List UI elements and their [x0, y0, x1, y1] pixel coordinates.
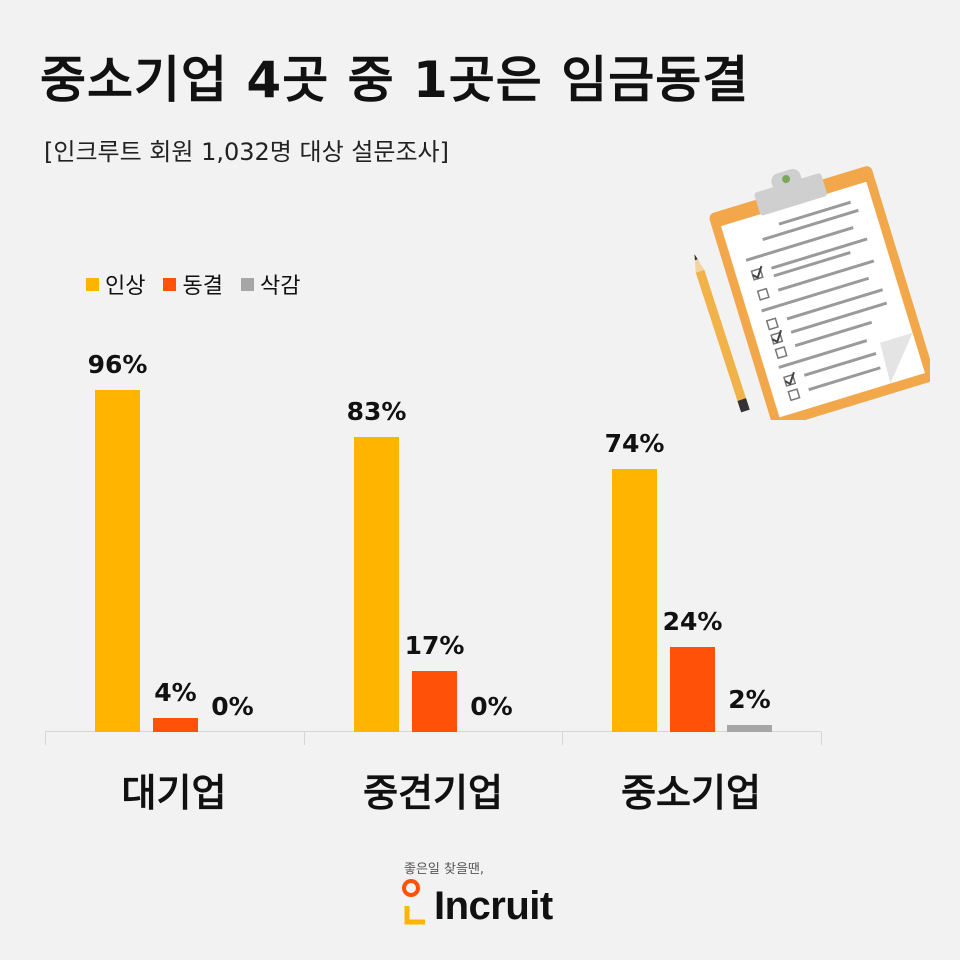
legend-item-freeze: 동결 [163, 268, 223, 300]
clipboard-icon [694, 166, 930, 420]
legend-label: 삭감 [259, 274, 301, 299]
bar-value-label: 0% [211, 692, 254, 721]
bar-freeze [670, 647, 715, 732]
x-axis-tick [562, 732, 563, 745]
chart-legend: 인상 동결 삭감 [86, 268, 318, 300]
bar-value-label: 2% [728, 685, 771, 714]
bar-value-label: 17% [404, 631, 465, 660]
bar-value-label: 0% [470, 692, 513, 721]
category-label: 중견기업 [363, 771, 503, 815]
bar-value-label: 96% [87, 350, 148, 379]
legend-swatch-cut [240, 277, 254, 291]
bar-value-label: 74% [604, 429, 665, 458]
legend-swatch-raise [86, 277, 99, 291]
bar-value-label: 83% [346, 397, 407, 426]
bar-raise [354, 437, 399, 732]
bar-freeze [412, 671, 457, 732]
bar-raise [95, 390, 140, 732]
x-axis-tick [304, 732, 305, 745]
category-label: 중소기업 [621, 771, 761, 815]
legend-label: 인상 [105, 274, 146, 299]
page-title: 중소기업 4곳 중 1곳은 임금동결 [40, 51, 750, 109]
bar-raise [612, 469, 657, 732]
bar-value-label: 4% [154, 678, 197, 707]
page-subtitle: [인크루트 회원 1,032명 대상 설문조사] [44, 138, 449, 166]
category-label: 대기업 [121, 771, 227, 815]
x-axis-tick [45, 732, 46, 745]
bar-value-label: 24% [662, 607, 723, 636]
incruit-logo: Incruit [400, 878, 553, 928]
bar-freeze [153, 718, 198, 732]
x-axis-tick [821, 732, 822, 745]
legend-item-cut: 삭감 [240, 268, 301, 300]
legend-label: 동결 [182, 274, 223, 299]
incruit-logo-icon [402, 879, 425, 925]
brand-logo-text: Incruit [434, 884, 553, 928]
bar-cut [727, 725, 772, 732]
legend-item-raise: 인상 [86, 268, 145, 300]
legend-swatch-freeze [163, 277, 177, 291]
brand-tagline: 좋은일 찾을땐, [404, 862, 485, 877]
